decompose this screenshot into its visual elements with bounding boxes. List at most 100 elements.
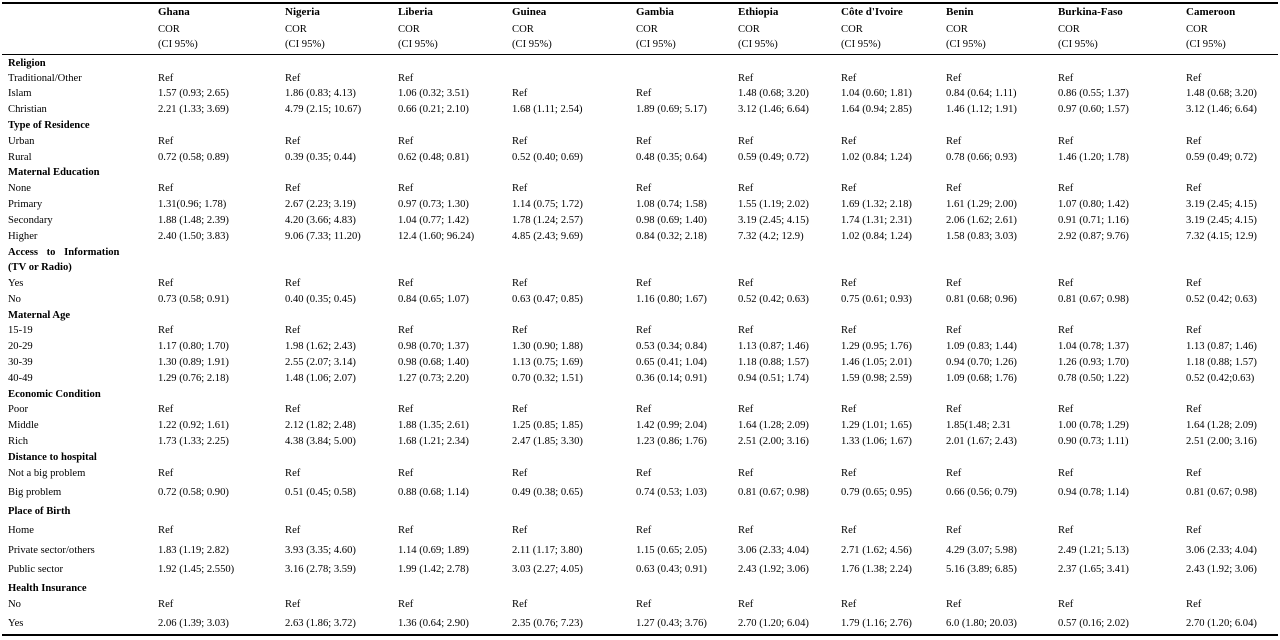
table-cell: 1.86 (0.83; 4.13) [285,88,356,99]
column-subheader-ci: (CI 95%) [636,39,676,50]
column-header-8: Burkina-Faso [1058,6,1123,18]
section-heading: Health Insurance [8,583,87,594]
table-cell: 0.59 (0.49; 0.72) [1186,152,1257,163]
table-cell: 0.66 (0.21; 2.10) [398,104,469,115]
table-cell: Ref [1186,183,1202,194]
column-subheader-cor: COR [946,24,968,35]
table-cell: 1.15 (0.65; 2.05) [636,545,707,556]
table-cell: Ref [946,183,962,194]
column-subheader-cor: COR [1058,24,1080,35]
table-cell: 1.18 (0.88; 1.57) [1186,357,1257,368]
column-subheader-cor: COR [158,24,180,35]
table-cell: 0.63 (0.47; 0.85) [512,294,583,305]
table-cell: 1.29 (0.95; 1.76) [841,341,912,352]
section-heading: Economic Condition [8,389,101,400]
table-cell: 1.09 (0.68; 1.76) [946,373,1017,384]
table-cell: 0.98 (0.70; 1.37) [398,341,469,352]
table-cell: 0.52 (0.42;0.63) [1186,373,1255,384]
table-cell: 1.31(0.96; 1.78) [158,199,227,210]
table-cell: Ref [1186,136,1202,147]
table-cell: Ref [512,88,528,99]
column-header-0: Ghana [158,6,190,18]
table-cell: Ref [636,599,652,610]
table-cell: 2.51 (2.00; 3.16) [1186,436,1257,447]
row-label: Not a big problem [8,468,86,479]
table-cell: Ref [841,325,857,336]
table-cell: 1.04 (0.78; 1.37) [1058,341,1129,352]
column-subheader-ci: (CI 95%) [946,39,986,50]
table-cell: 2.21 (1.33; 3.69) [158,104,229,115]
table-cell: 1.08 (0.74; 1.58) [636,199,707,210]
table-cell: Ref [1186,73,1202,84]
table-cell: Ref [285,183,301,194]
table-cell: 2.11 (1.17; 3.80) [512,545,583,556]
table-cell: 0.36 (0.14; 0.91) [636,373,707,384]
bottom-rule [2,634,1278,636]
table-cell: 0.52 (0.42; 0.63) [738,294,809,305]
table-cell: Ref [1058,599,1074,610]
table-cell: Ref [1058,278,1074,289]
table-cell: 0.63 (0.43; 0.91) [636,564,707,575]
table-cell: 1.64 (1.28; 2.09) [738,420,809,431]
row-label: Middle [8,420,39,431]
table-cell: 7.32 (4.15; 12.9) [1186,231,1257,242]
section-heading-line2: (TV or Radio) [8,262,72,273]
table-cell: 0.91 (0.71; 1.16) [1058,215,1129,226]
table-cell: 0.84 (0.32; 2.18) [636,231,707,242]
row-label: Big problem [8,487,62,498]
column-subheader-ci: (CI 95%) [398,39,438,50]
table-cell: 0.81 (0.67; 0.98) [1058,294,1129,305]
table-cell: 5.16 (3.89; 6.85) [946,564,1017,575]
table-cell: 1.46 (1.12; 1.91) [946,104,1017,115]
row-label: Home [8,525,34,536]
table-cell: 0.98 (0.68; 1.40) [398,357,469,368]
row-label: Secondary [8,215,53,226]
row-label: Urban [8,136,35,147]
row-label: Poor [8,404,29,415]
table-cell: Ref [738,183,754,194]
table-cell: Ref [738,404,754,415]
table-cell: Ref [512,136,528,147]
row-label: 40-49 [8,373,33,384]
row-label: Primary [8,199,43,210]
table-cell: 1.73 (1.33; 2.25) [158,436,229,447]
table-cell: 7.32 (4.2; 12.9) [738,231,804,242]
table-cell: 0.81 (0.68; 0.96) [946,294,1017,305]
table-cell: 0.59 (0.49; 0.72) [738,152,809,163]
section-heading: Access to Information [8,247,120,258]
table-cell: Ref [636,88,652,99]
table-cell: Ref [738,599,754,610]
table-cell: 1.88 (1.48; 2.39) [158,215,229,226]
table-cell: Ref [841,183,857,194]
table-cell: 1.79 (1.16; 2.76) [841,618,912,629]
table-cell: 0.81 (0.67; 0.98) [738,487,809,498]
column-subheader-cor: COR [512,24,534,35]
table-cell: Ref [398,525,414,536]
table-cell: Ref [1058,183,1074,194]
table-cell: Ref [738,325,754,336]
table-cell: 2.70 (1.20; 6.04) [1186,618,1257,629]
section-heading: Maternal Age [8,310,71,321]
table-cell: 0.65 (0.41; 1.04) [636,357,707,368]
table-cell: 1.30 (0.90; 1.88) [512,341,583,352]
table-cell: Ref [841,599,857,610]
table-cell: Ref [1058,404,1074,415]
table-cell: 2.51 (2.00; 3.16) [738,436,809,447]
table-cell: Ref [841,468,857,479]
table-cell: Ref [158,73,174,84]
table-cell: Ref [946,136,962,147]
table-cell: Ref [946,278,962,289]
table-cell: Ref [512,525,528,536]
table-cell: 0.62 (0.48; 0.81) [398,152,469,163]
table-cell: 2.37 (1.65; 3.41) [1058,564,1129,575]
table-cell: 1.23 (0.86; 1.76) [636,436,707,447]
table-cell: 0.75 (0.61; 0.93) [841,294,912,305]
table-cell: 0.78 (0.50; 1.22) [1058,373,1129,384]
table-cell: 2.43 (1.92; 3.06) [1186,564,1257,575]
row-label: Higher [8,231,38,242]
row-label: Islam [8,88,32,99]
table-cell: 1.27 (0.73; 2.20) [398,373,469,384]
table-cell: 2.35 (0.76; 7.23) [512,618,583,629]
table-cell: 1.36 (0.64; 2.90) [398,618,469,629]
table-cell: Ref [841,404,857,415]
